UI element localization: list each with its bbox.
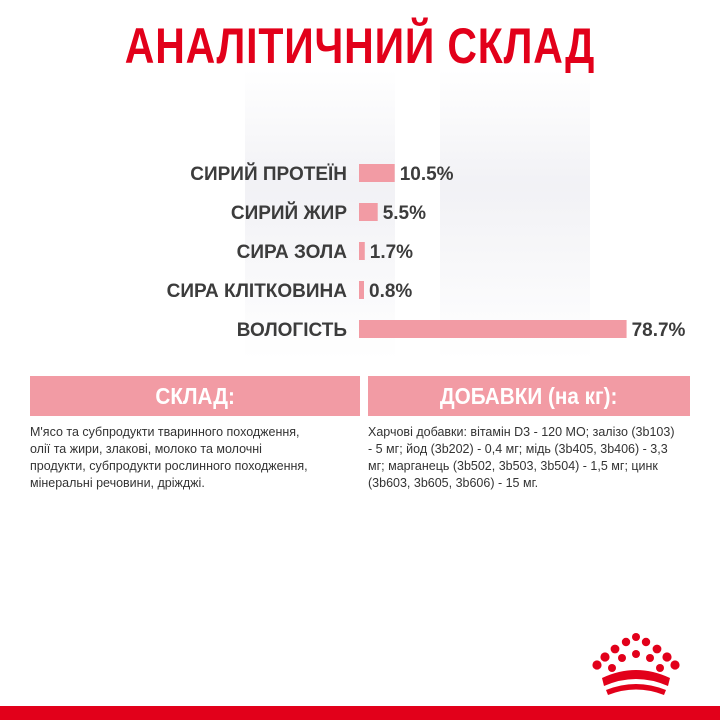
- value-label: 10.5%: [400, 164, 454, 185]
- composition-header: СКЛАД:: [30, 376, 360, 416]
- bottom-bar: [0, 706, 720, 720]
- value-label: 1.7%: [370, 242, 413, 263]
- additives-text: Харчові добавки: вітамін D3 - 120 МО; за…: [368, 425, 675, 490]
- composition-header-label: СКЛАД:: [155, 382, 235, 409]
- additives-header-label: ДОБАВКИ (на кг):: [440, 382, 618, 409]
- bar: [359, 164, 395, 182]
- category-label: СИРИЙ ЖИР: [231, 202, 347, 224]
- bar: [359, 242, 365, 260]
- value-label: 0.8%: [369, 281, 412, 302]
- composition-text: М'ясо та субпродукти тваринного походжен…: [30, 425, 308, 490]
- category-label: ВОЛОГІСТЬ: [237, 320, 347, 341]
- value-label: 78.7%: [632, 320, 686, 341]
- analysis-chart: СИРИЙ ПРОТЕЇН 10.5% СИРИЙ ЖИР 5.5% СИРА ЗОЛА…: [167, 163, 686, 341]
- crown-icon: [592, 633, 680, 695]
- page-title: АНАЛІТИЧНИЙ СКЛАД: [124, 18, 596, 74]
- category-label: СИРА КЛІТКОВИНА: [167, 281, 348, 302]
- category-label: СИРА ЗОЛА: [237, 242, 348, 263]
- bar: [359, 281, 364, 299]
- value-label: 5.5%: [383, 203, 426, 224]
- bar: [359, 320, 627, 338]
- background-stripe: [440, 70, 590, 360]
- category-label: СИРИЙ ПРОТЕЇН: [190, 163, 347, 185]
- bar: [359, 203, 378, 221]
- additives-header: ДОБАВКИ (на кг):: [368, 376, 690, 416]
